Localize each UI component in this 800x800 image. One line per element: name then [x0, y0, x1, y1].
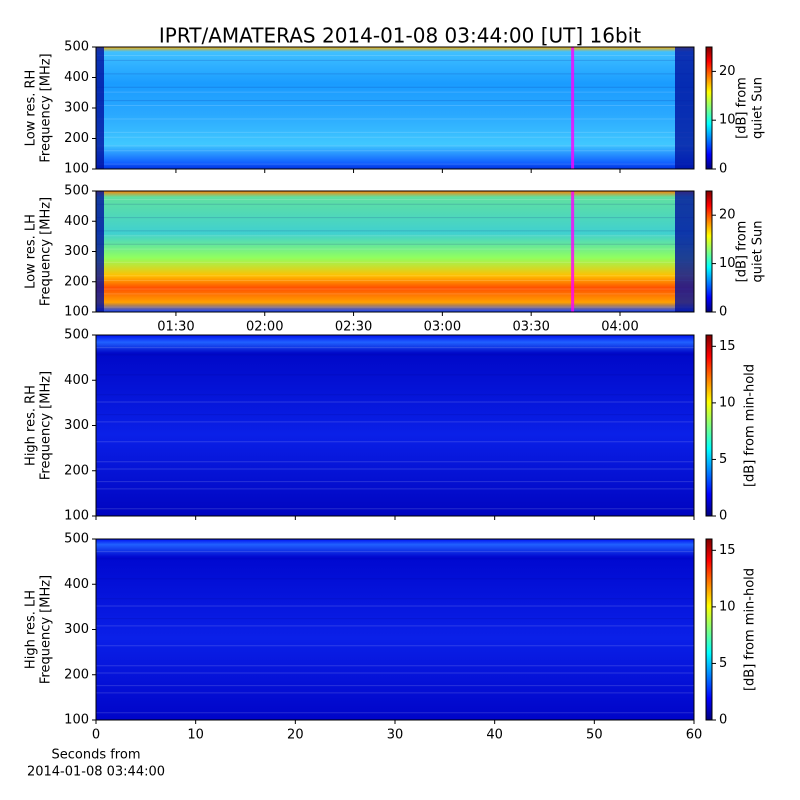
y-tick-label: 100 — [64, 162, 89, 177]
x-tick-label: 03:00 — [424, 320, 461, 335]
colorbar-label: [dB] from — [735, 221, 750, 283]
y-tick-label: 100 — [64, 509, 89, 524]
x-tick-label: 50 — [586, 728, 603, 743]
colorbar — [705, 190, 713, 313]
y-tick-label: 300 — [64, 101, 89, 116]
x-tick-label: 04:00 — [601, 320, 638, 335]
colorbar-tick-label: 15 — [719, 543, 736, 558]
colorbar — [705, 538, 713, 721]
spectrogram — [96, 539, 694, 720]
colorbar-label: quiet Sun — [751, 77, 766, 139]
y-tick-label: 200 — [64, 463, 89, 478]
colorbar-label: quiet Sun — [751, 220, 766, 282]
x-tick-label: 20 — [287, 728, 304, 743]
x-tick-label: 0 — [92, 728, 100, 743]
y-axis-label: Frequency [MHz] — [39, 575, 54, 684]
x-tick-label: 02:30 — [335, 320, 372, 335]
spectrogram — [96, 335, 694, 516]
y-tick-label: 200 — [64, 131, 89, 146]
spectrogram — [96, 47, 694, 169]
colorbar-tick-label: 0 — [719, 509, 727, 524]
colorbar — [705, 46, 713, 170]
y-tick-label: 500 — [64, 532, 89, 547]
x-tick-label: 10 — [187, 728, 204, 743]
y-axis-label: Frequency [MHz] — [39, 197, 54, 306]
y-tick-label: 400 — [64, 214, 89, 229]
colorbar-tick-label: 10 — [719, 599, 736, 614]
y-tick-label: 300 — [64, 244, 89, 259]
edge — [96, 191, 104, 312]
figure-title: IPRT/AMATERAS 2014-01-08 03:44:00 [UT] 1… — [159, 24, 641, 48]
y-axis-label: Frequency [MHz] — [39, 371, 54, 480]
y-tick-label: 500 — [64, 40, 89, 55]
y-tick-label: 100 — [64, 305, 89, 320]
x-tick-label: 60 — [686, 728, 703, 743]
edge — [96, 47, 104, 169]
colorbar-tick-label: 0 — [719, 713, 727, 728]
x-tick-label: 03:30 — [512, 320, 549, 335]
x-axis-label: Seconds from — [51, 748, 140, 763]
y-tick-label: 400 — [64, 373, 89, 388]
colorbar-tick-label: 5 — [719, 452, 727, 467]
y-tick-label: 200 — [64, 667, 89, 682]
x-axis-label: 2014-01-08 03:44:00 — [27, 765, 165, 780]
colorbar-tick-label: 20 — [719, 208, 736, 223]
y-axis-label: High res. LH — [24, 590, 39, 669]
colorbar-label: [dB] from min-hold — [743, 364, 758, 487]
y-axis-label: Low res. LH — [24, 214, 39, 289]
colorbar-label: [dB] from — [735, 77, 750, 139]
y-tick-label: 500 — [64, 184, 89, 199]
y-tick-label: 300 — [64, 418, 89, 433]
colorbar-tick-label: 20 — [719, 64, 736, 79]
colorbar — [705, 334, 713, 517]
x-tick-label: 40 — [486, 728, 503, 743]
y-tick-label: 400 — [64, 70, 89, 85]
edge — [675, 191, 694, 312]
colorbar-tick-label: 10 — [719, 395, 736, 410]
y-axis-label: Low res. RH — [24, 70, 39, 147]
y-axis-label: High res. RH — [24, 385, 39, 466]
x-tick-label: 01:30 — [157, 320, 194, 335]
y-tick-label: 100 — [64, 713, 89, 728]
colorbar-tick-label: 10 — [719, 256, 736, 271]
colorbar-tick-label: 0 — [719, 305, 727, 320]
x-tick-label: 02:00 — [246, 320, 283, 335]
spectrogram — [96, 191, 694, 312]
y-axis-label: Frequency [MHz] — [39, 53, 54, 162]
y-tick-label: 200 — [64, 274, 89, 289]
colorbar-label: [dB] from min-hold — [743, 568, 758, 691]
y-tick-label: 400 — [64, 577, 89, 592]
colorbar-tick-label: 5 — [719, 656, 727, 671]
colorbar-tick-label: 15 — [719, 339, 736, 354]
colorbar-tick-label: 10 — [719, 113, 736, 128]
colorbar-tick-label: 0 — [719, 162, 727, 177]
edge — [675, 47, 694, 169]
y-tick-label: 300 — [64, 622, 89, 637]
y-tick-label: 500 — [64, 328, 89, 343]
x-tick-label: 30 — [387, 728, 404, 743]
